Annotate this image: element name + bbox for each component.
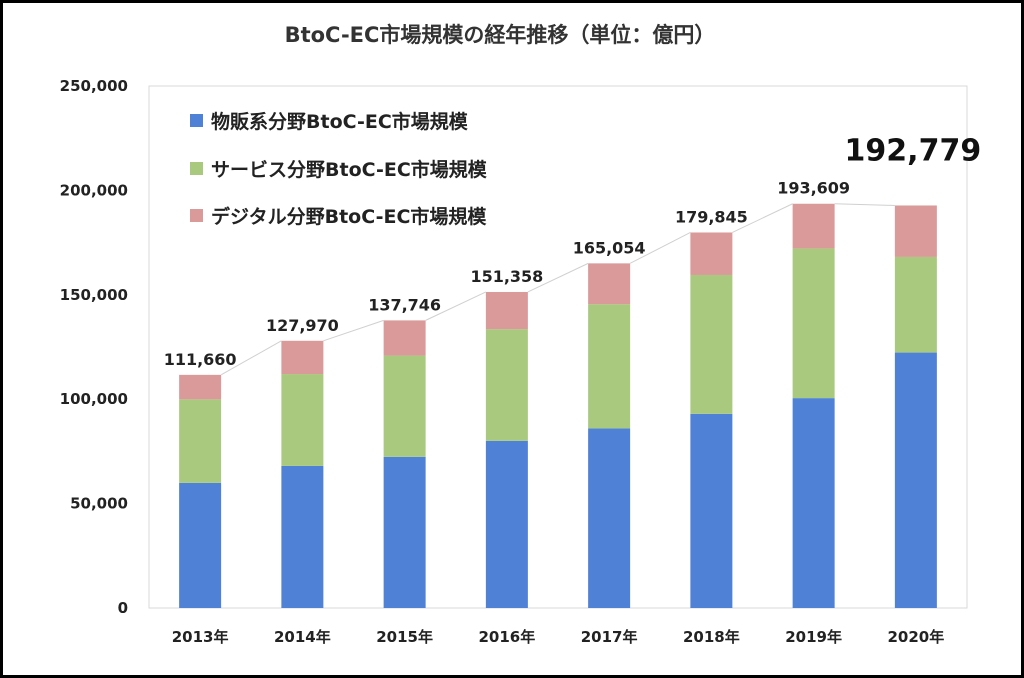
legend-label: サービス分野BtoC-EC市場規模 [211, 158, 488, 181]
bar-segment-digital [383, 320, 426, 356]
bar-top-connector [629, 232, 691, 264]
bar-segment-goods [894, 352, 937, 608]
bar-segment-digital [485, 291, 528, 330]
bar-segment-goods [281, 465, 324, 608]
bar-segment-goods [792, 398, 835, 608]
data-label-total: 111,660 [164, 350, 237, 369]
x-tick-label: 2019年 [785, 628, 842, 646]
legend-swatch [190, 209, 203, 222]
data-label-total: 151,358 [470, 267, 543, 286]
y-tick-label: 250,000 [60, 77, 128, 95]
chart-title: BtoC-EC市場規模の経年推移（単位：億円） [284, 23, 716, 47]
bar-segment-goods [690, 413, 733, 608]
bar-segment-goods [179, 482, 222, 608]
bar-segment-digital [281, 340, 324, 375]
y-tick-label: 0 [118, 599, 128, 617]
x-tick-label: 2017年 [581, 628, 638, 646]
bar-top-connector [323, 319, 384, 342]
bar-top-connector [425, 291, 487, 321]
x-tick-label: 2018年 [683, 628, 740, 646]
data-label-total: 179,845 [675, 207, 748, 226]
legend-swatch [190, 162, 203, 175]
bar-segment-digital [894, 205, 937, 257]
x-tick-label: 2016年 [479, 628, 536, 646]
legend-label: 物販系分野BtoC-EC市場規模 [211, 110, 469, 133]
bar-segment-digital [690, 232, 733, 275]
data-label-total: 192,779 [845, 133, 982, 168]
data-label-total: 127,970 [266, 316, 339, 335]
x-tick-label: 2014年 [274, 628, 331, 646]
bar-segment-services [179, 399, 222, 483]
bar-segment-goods [383, 456, 426, 608]
bar-top-connector [220, 340, 282, 376]
legend-swatch [190, 114, 203, 127]
bar-segment-services [690, 274, 733, 414]
bar-top-connector [527, 262, 589, 293]
plot-area-border [148, 85, 968, 609]
bar-segment-services [281, 374, 324, 466]
bar-top-connector [834, 203, 895, 206]
bar-segment-digital [588, 263, 631, 305]
x-tick-label: 2020年 [888, 628, 945, 646]
bar-top-connector [732, 203, 793, 233]
bar-segment-goods [588, 428, 631, 608]
bar-segment-services [383, 355, 426, 457]
y-tick-label: 150,000 [60, 286, 128, 304]
data-label-total: 137,746 [368, 295, 441, 314]
legend-label: デジタル分野BtoC-EC市場規模 [211, 205, 487, 228]
data-label-total: 165,054 [573, 238, 646, 257]
bar-segment-digital [792, 203, 835, 249]
bar-segment-services [588, 304, 631, 429]
bar-segment-services [485, 329, 528, 441]
y-tick-label: 200,000 [60, 181, 128, 199]
x-tick-label: 2013年 [172, 628, 229, 646]
x-tick-label: 2015年 [376, 628, 433, 646]
bar-segment-services [792, 248, 835, 399]
y-tick-label: 50,000 [70, 495, 128, 513]
bar-segment-services [894, 256, 937, 353]
bar-segment-digital [179, 374, 222, 400]
bar-segment-goods [485, 440, 528, 608]
y-tick-label: 100,000 [60, 390, 128, 408]
data-label-total: 193,609 [777, 179, 850, 198]
